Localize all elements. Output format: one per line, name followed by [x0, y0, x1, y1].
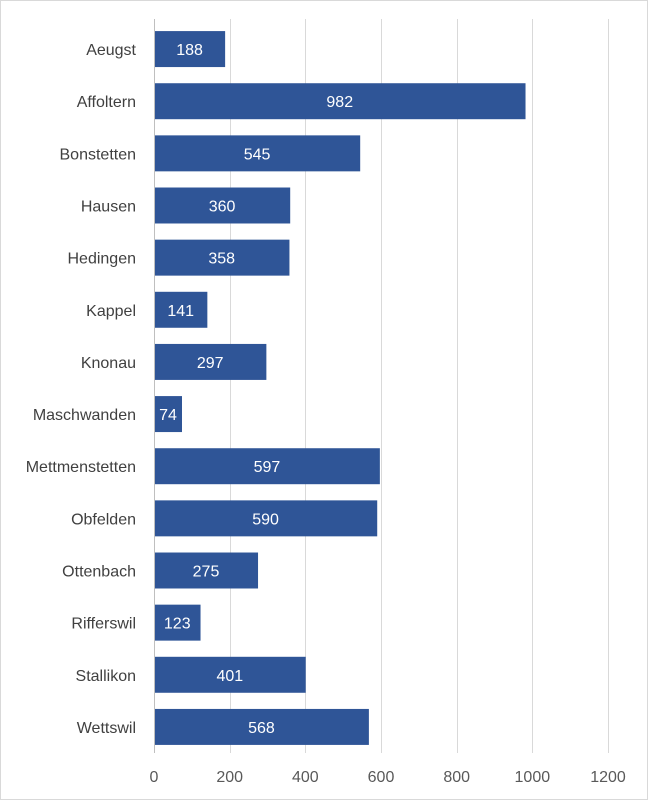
bar-affoltern	[155, 83, 526, 120]
category-label-hedingen: Hedingen	[68, 251, 137, 268]
category-label-hausen: Hausen	[81, 199, 136, 216]
data-label-kappel: 141	[167, 303, 194, 320]
x-tick-label: 0	[150, 769, 159, 786]
data-label-ottenbach: 275	[193, 564, 220, 581]
data-label-mettmenstetten: 597	[254, 459, 281, 476]
category-label-obfelden: Obfelden	[71, 511, 136, 528]
bar-knonau	[155, 343, 267, 380]
category-label-bonstetten: Bonstetten	[60, 146, 137, 163]
bar-obfelden	[155, 500, 378, 537]
bar-stallikon	[155, 656, 306, 693]
data-label-affoltern: 982	[326, 94, 353, 111]
x-axis-tick-labels: 0 200 400 600 800 1000 1200	[150, 769, 626, 786]
data-label-hedingen: 358	[208, 251, 235, 268]
category-labels: Aeugst Affoltern Bonstetten Hausen Hedingen K…	[26, 42, 137, 737]
data-label-knonau: 297	[197, 355, 224, 372]
bar-hausen	[155, 187, 291, 224]
data-label-aeugst: 188	[176, 42, 203, 59]
x-tick-label: 1200	[590, 769, 626, 786]
x-tick-label: 200	[216, 769, 243, 786]
x-tick-label: 800	[443, 769, 470, 786]
category-label-knonau: Knonau	[81, 355, 136, 372]
category-label-aeugst: Aeugst	[86, 42, 136, 59]
data-label-stallikon: 401	[217, 668, 244, 685]
data-label-wettswil: 568	[248, 720, 275, 737]
category-label-mettmenstetten: Mettmenstetten	[26, 459, 136, 476]
category-label-affoltern: Affoltern	[77, 94, 136, 111]
bar-wettswil	[155, 708, 369, 745]
bar-ottenbach	[155, 552, 259, 589]
bar-kappel	[155, 291, 208, 328]
bar-hedingen	[155, 239, 290, 276]
data-label-rifferswil: 123	[164, 616, 191, 633]
data-label-maschwanden: 74	[159, 407, 177, 424]
category-label-ottenbach: Ottenbach	[62, 564, 136, 581]
data-label-obfelden: 590	[252, 511, 279, 528]
gridlines	[154, 19, 609, 753]
bar-mettmenstetten	[155, 448, 380, 485]
category-label-maschwanden: Maschwanden	[33, 407, 136, 424]
category-label-wettswil: Wettswil	[77, 720, 136, 737]
category-label-kappel: Kappel	[86, 303, 136, 320]
x-tick-label: 600	[368, 769, 395, 786]
bars: 188 982 545 360 358 141 297 74 597 590 275 123 401 56…	[155, 31, 526, 745]
bar-rifferswil	[155, 604, 201, 641]
x-tick-label: 1000	[515, 769, 551, 786]
bar-maschwanden	[155, 396, 182, 433]
bar-bonstetten	[155, 135, 361, 172]
category-label-rifferswil: Rifferswil	[71, 616, 136, 633]
bar-aeugst	[155, 31, 226, 68]
data-label-bonstetten: 545	[244, 146, 271, 163]
data-label-hausen: 360	[209, 199, 236, 216]
x-tick-label: 400	[292, 769, 319, 786]
category-label-stallikon: Stallikon	[76, 668, 136, 685]
